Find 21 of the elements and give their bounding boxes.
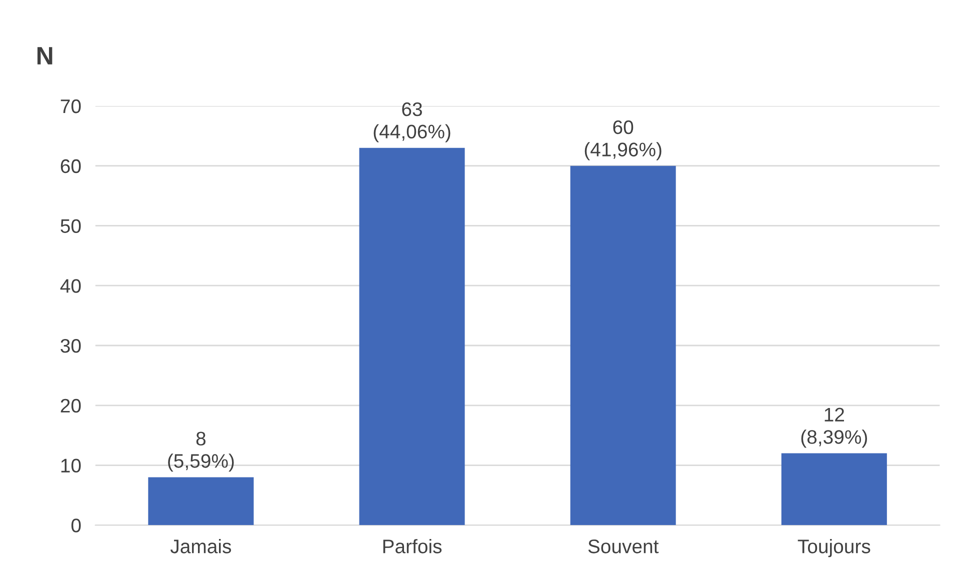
- bar: [781, 453, 887, 526]
- x-tick-label: Jamais: [170, 539, 232, 554]
- y-tick-label: 70: [60, 99, 81, 114]
- data-label: 8 (5,59%): [168, 432, 234, 472]
- bar: [359, 148, 465, 526]
- data-label: 12 (8,39%): [801, 408, 867, 448]
- y-axis-title: N: [37, 47, 52, 64]
- bar: [570, 166, 676, 526]
- data-label: 63 (44,06%): [374, 102, 450, 142]
- y-tick-label: 60: [60, 159, 81, 174]
- x-tick-label: Parfois: [383, 539, 442, 554]
- y-tick-label: 50: [60, 219, 81, 233]
- y-tick-label: 40: [60, 279, 81, 293]
- bar: [148, 477, 254, 526]
- y-tick-label: 10: [61, 458, 81, 473]
- x-tick-label: Souvent: [588, 540, 659, 554]
- y-tick-label: 20: [60, 398, 81, 413]
- data-label: 60 (41,96%): [584, 120, 662, 160]
- x-tick-label: Toujours: [798, 539, 870, 558]
- y-tick-label: 0: [71, 518, 81, 532]
- y-tick-label: 30: [60, 338, 81, 353]
